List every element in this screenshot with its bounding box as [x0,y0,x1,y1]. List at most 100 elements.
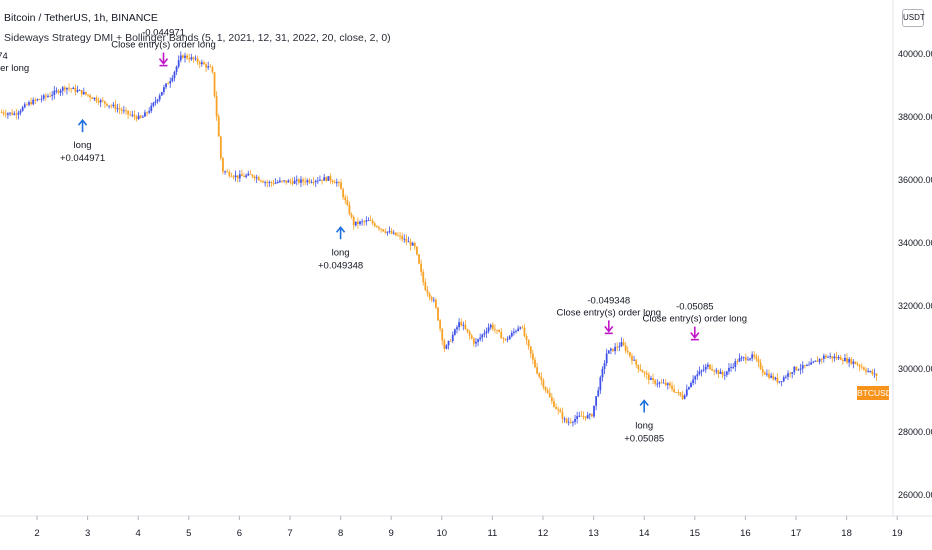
candle-body [690,382,692,388]
candle-body [711,369,713,371]
candle-body [359,221,361,225]
candle-body [32,99,35,105]
candle-body [321,179,323,181]
candle-body [816,360,819,362]
candle-body [200,62,203,65]
candle-body [641,370,644,373]
candle-body [181,55,184,58]
candle-body [70,88,73,90]
candle-body [230,175,233,177]
candle-body [413,242,416,247]
x-tick-label: 15 [690,528,701,539]
candle-body [671,385,673,390]
candle-body [778,381,781,383]
time-axis[interactable]: 2 3 4 5 6 7 8 9 10 11 12 13 14 15 16 17 18 19 [34,516,902,539]
candle-body [15,113,18,115]
currency-button[interactable]: USDT [902,9,925,27]
exit-arrowhead-icon [604,325,614,333]
candle-body [163,87,165,92]
candle-body [616,346,619,348]
candle-body [285,180,288,183]
candle-body [312,181,315,183]
candle-body [856,364,859,366]
candle-body [873,373,876,375]
price-axis[interactable]: 26000.00 28000.00 30000.00 32000.00 34000.00… [898,49,932,500]
candle-body [198,62,201,65]
candle-body [253,176,256,179]
candle-body [338,182,340,183]
candle-body [498,329,501,332]
candle-body [426,290,429,294]
candle-body [580,415,583,417]
candle-body [194,58,197,60]
candle-body [517,328,520,331]
y-tick-label: 34000.00 [898,238,932,248]
x-tick-label: 7 [287,528,292,539]
candle-body [757,359,760,363]
candle-body [405,238,408,242]
candle-body [700,370,703,372]
candle-body [99,100,102,103]
candle-body [217,116,220,137]
candle-body [723,374,726,376]
candle-body [787,373,789,377]
candle-body [329,176,332,181]
candle-body [139,115,142,118]
candle-body [491,324,494,329]
candle-body [447,340,450,346]
candle-body [601,368,604,378]
candle-body [49,95,51,97]
candle-body [51,94,54,97]
candle-body [278,180,281,183]
candle-body [382,229,385,232]
candle-body [470,335,473,339]
candle-body [466,328,469,332]
candle-body [835,356,838,359]
candle-body [559,409,562,413]
candle-body [645,372,648,375]
candle-body [422,271,425,283]
candle-body [871,371,874,374]
candle-body [375,226,378,228]
candle-body [736,361,739,363]
candle-body [631,356,633,361]
candle-body [416,246,418,255]
candle-body [80,90,83,95]
candle-body [173,71,176,78]
candle-body [483,333,486,335]
candle-body [576,416,579,419]
symbol-title: Bitcoin / TetherUS, 1h, BINANCE [4,12,158,24]
candle-body [548,392,551,398]
entry-pnl-label: +0.044971 [60,153,105,164]
candle-body [34,99,37,101]
candle-body [717,370,720,375]
strategy-legend[interactable]: Sideways Strategy DMI + Bollinger Bands … [4,32,391,44]
candle-body [687,387,690,390]
candle-body [494,328,496,330]
candle-body [669,383,671,386]
candle-body [677,392,680,393]
candle-body [348,204,351,215]
candle-body [184,55,186,58]
x-tick-label: 10 [437,528,448,539]
candle-body [268,182,271,184]
candle-body [378,227,380,229]
candle-body [550,397,553,402]
candle-body [719,371,722,375]
candle-body [196,58,199,63]
candle-body [822,355,825,359]
candle-body [607,350,610,354]
candle-body [449,340,452,342]
candle-body [732,366,735,368]
last-price-tag: BTCUSDT [857,386,898,400]
entry-pnl-label: +0.05085 [624,434,664,445]
candle-body [224,171,226,173]
x-tick-label: 14 [639,528,650,539]
exit-label: e entry(s) order long [0,63,29,74]
candle-body [656,383,659,385]
candle-body [753,354,756,357]
candle-body [165,83,167,88]
candle-body [742,357,745,359]
candle-body [384,231,387,233]
